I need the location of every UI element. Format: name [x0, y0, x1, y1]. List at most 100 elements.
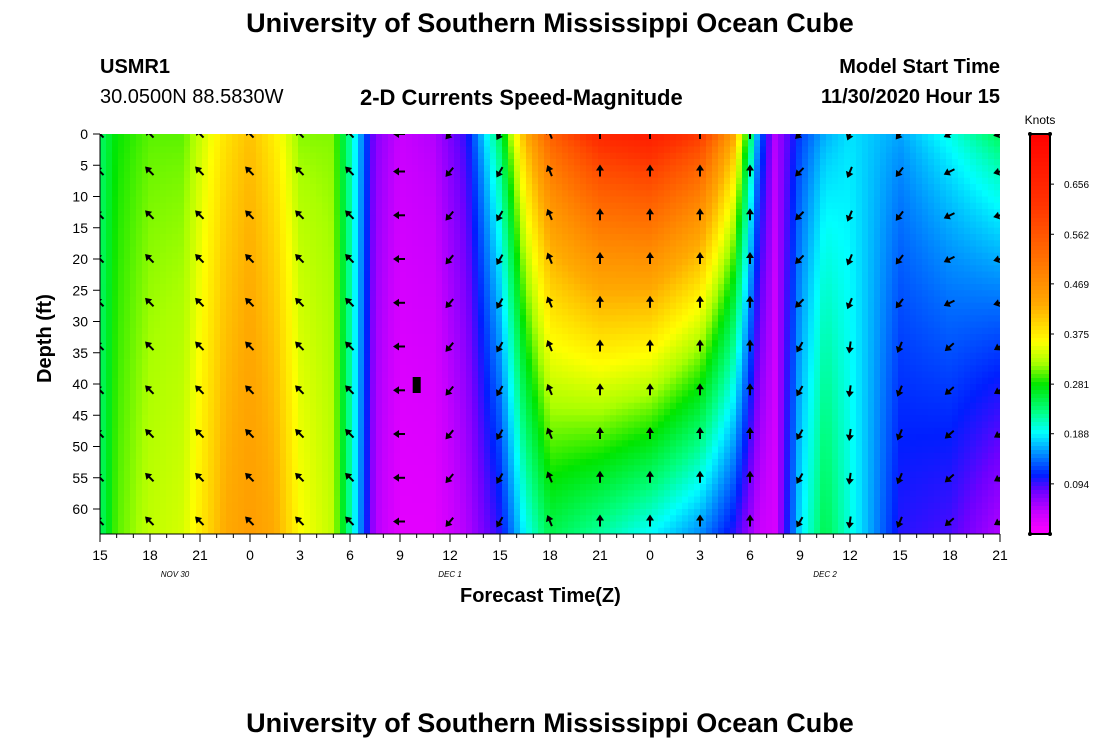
- heat-cell: [400, 390, 407, 398]
- heat-cell: [106, 340, 113, 348]
- heat-cell: [112, 296, 119, 304]
- heat-cell: [286, 384, 293, 391]
- heat-cell: [334, 471, 341, 479]
- heat-cell: [382, 134, 389, 141]
- heat-cell: [118, 365, 125, 373]
- heat-cell: [166, 434, 173, 441]
- heat-cell: [412, 365, 419, 373]
- heat-cell: [154, 221, 161, 229]
- heat-cell: [262, 490, 269, 498]
- heat-cell: [382, 384, 389, 391]
- heat-cell: [412, 352, 419, 360]
- heat-cell: [154, 390, 161, 398]
- heat-cell: [538, 477, 545, 485]
- heat-cell: [538, 359, 545, 366]
- heat-cell: [202, 271, 209, 279]
- heat-cell: [490, 140, 497, 148]
- heat-cell: [244, 240, 251, 248]
- heat-cell: [130, 296, 137, 304]
- heat-cell: [154, 352, 161, 360]
- heat-cell: [268, 452, 275, 460]
- heat-cell: [418, 171, 425, 179]
- heat-cell: [520, 390, 527, 398]
- heat-cell: [178, 459, 185, 466]
- heat-cell: [538, 465, 545, 473]
- heat-cell: [124, 371, 131, 379]
- heat-cell: [466, 152, 473, 160]
- heat-cell: [184, 246, 191, 254]
- heat-cell: [316, 352, 323, 360]
- heat-cell: [484, 234, 491, 241]
- heat-cell: [556, 177, 563, 185]
- heat-cell: [214, 321, 221, 329]
- heat-cell: [262, 402, 269, 410]
- heat-cell: [544, 334, 551, 341]
- heat-cell: [280, 315, 287, 323]
- heat-cell: [208, 340, 215, 348]
- heat-cell: [454, 365, 461, 373]
- heat-cell: [256, 384, 263, 391]
- heat-cell: [280, 146, 287, 154]
- heat-cell: [262, 509, 269, 516]
- heat-cell: [442, 446, 449, 454]
- heat-cell: [124, 321, 131, 329]
- heat-cell: [538, 134, 545, 141]
- heat-cell: [208, 509, 215, 516]
- heat-cell: [550, 252, 557, 260]
- heat-cell: [244, 271, 251, 279]
- heat-cell: [424, 215, 431, 223]
- heat-cell: [388, 340, 395, 348]
- heat-cell: [394, 446, 401, 454]
- heat-cell: [316, 315, 323, 323]
- heat-cell: [496, 159, 503, 166]
- heat-cell: [154, 159, 161, 166]
- heat-cell: [202, 215, 209, 223]
- heat-cell: [184, 502, 191, 510]
- heat-cell: [304, 271, 311, 279]
- heat-cell: [466, 165, 473, 173]
- heat-cell: [220, 221, 227, 229]
- heat-cell: [406, 377, 413, 385]
- heat-cell: [358, 277, 365, 285]
- heat-cell: [460, 234, 467, 241]
- heat-cell: [466, 184, 473, 191]
- heat-cell: [376, 284, 383, 291]
- heat-cell: [232, 484, 239, 491]
- heat-cell: [154, 259, 161, 266]
- heat-cell: [232, 177, 239, 185]
- heat-cell: [286, 202, 293, 210]
- heat-cell: [148, 396, 155, 404]
- heat-cell: [286, 440, 293, 448]
- heat-cell: [520, 265, 527, 273]
- heat-cell: [178, 240, 185, 248]
- heat-cell: [166, 177, 173, 185]
- heat-cell: [556, 384, 563, 391]
- heat-cell: [532, 202, 539, 210]
- heat-cell: [196, 327, 203, 335]
- heat-cell: [418, 302, 425, 310]
- heat-cell: [412, 290, 419, 298]
- heat-cell: [268, 146, 275, 154]
- heat-cell: [430, 390, 437, 398]
- heat-cell: [304, 171, 311, 179]
- heat-cell: [286, 521, 293, 529]
- heat-cell: [184, 177, 191, 185]
- heat-cell: [262, 440, 269, 448]
- heat-cell: [142, 252, 149, 260]
- heat-cell: [142, 177, 149, 185]
- heat-cell: [130, 252, 137, 260]
- heat-cell: [160, 502, 167, 510]
- heat-cell: [214, 402, 221, 410]
- heat-cell: [220, 477, 227, 485]
- heat-cell: [220, 134, 227, 141]
- heat-cell: [550, 390, 557, 398]
- heat-cell: [460, 315, 467, 323]
- heat-cell: [280, 527, 287, 534]
- heat-cell: [466, 221, 473, 229]
- heat-cell: [412, 177, 419, 185]
- heat-cell: [136, 246, 143, 254]
- heat-cell: [112, 459, 119, 466]
- heat-cell: [370, 190, 377, 198]
- heat-cell: [214, 471, 221, 479]
- heat-cell: [106, 284, 113, 291]
